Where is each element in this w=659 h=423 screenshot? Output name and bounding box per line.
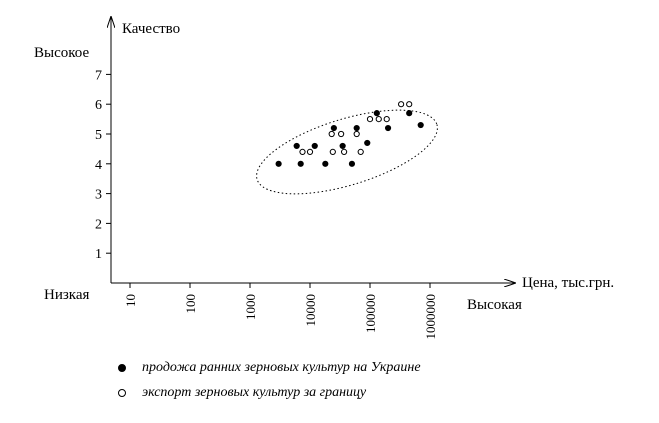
legend-label-export: экспорт зерновых культур за границу [142, 385, 367, 400]
y-tick-label: 7 [95, 68, 102, 83]
x-high-label: Высокая [467, 297, 522, 313]
y-high-label: Высокое [34, 45, 90, 61]
x-tick-label: 100 [183, 294, 198, 314]
y-tick-label: 4 [95, 158, 102, 173]
x-axis-title: Цена, тыс.грн. [522, 275, 615, 291]
x-tick-label: 10 [123, 294, 138, 307]
export-data-point [338, 130, 345, 138]
y-tick-label: 2 [95, 217, 102, 232]
y-tick-label: 5 [95, 128, 102, 143]
y-tick-label: 1 [95, 247, 102, 262]
export-data-point [353, 130, 360, 138]
sales-data-point [348, 160, 356, 167]
sales-data-point [297, 160, 304, 167]
sales-data-point [330, 124, 337, 132]
export-data-point [383, 116, 390, 123]
x-tick-label: 100000 [363, 294, 378, 333]
export-data-point [306, 148, 314, 155]
sales-data-point [384, 124, 392, 132]
legend-item-export: экспорт зерновых культур за границу [118, 385, 366, 401]
y-tick-label: 3 [95, 188, 102, 203]
sales-data-point [353, 124, 360, 132]
sales-data-point [339, 142, 346, 150]
sales-data-point [322, 160, 329, 167]
y-low-label: Низкая [44, 287, 90, 303]
x-tick-label: 1000 [243, 294, 258, 320]
sales-data-point [311, 142, 318, 150]
export-data-point [299, 148, 306, 155]
x-tick-label: 1000000 [423, 294, 438, 340]
x-tick-label: 10000 [303, 294, 318, 327]
export-data-point [406, 101, 413, 108]
sales-data-point [373, 110, 380, 117]
export-data-point [398, 101, 405, 108]
export-data-point [328, 130, 335, 138]
sales-data-point [406, 110, 413, 117]
hollow-circle-marker-icon [118, 388, 126, 397]
export-data-point [357, 148, 364, 155]
export-data-point [329, 148, 336, 155]
export-data-point [366, 116, 374, 123]
sales-data-point [364, 139, 371, 147]
legend-item-sales: продожа ранних зерновых культур на Украи… [118, 360, 421, 376]
export-data-point [375, 116, 382, 123]
cluster-ellipse [256, 109, 438, 195]
sales-data-point [417, 121, 424, 129]
filled-circle-marker-icon [118, 363, 126, 372]
y-axis-title: Качество [122, 21, 181, 37]
y-tick-label: 6 [95, 98, 102, 113]
sales-data-point [293, 142, 300, 150]
sales-data-point [275, 160, 282, 167]
legend-label-sales: продожа ранних зерновых культур на Украи… [142, 360, 421, 375]
export-data-point [340, 148, 348, 155]
